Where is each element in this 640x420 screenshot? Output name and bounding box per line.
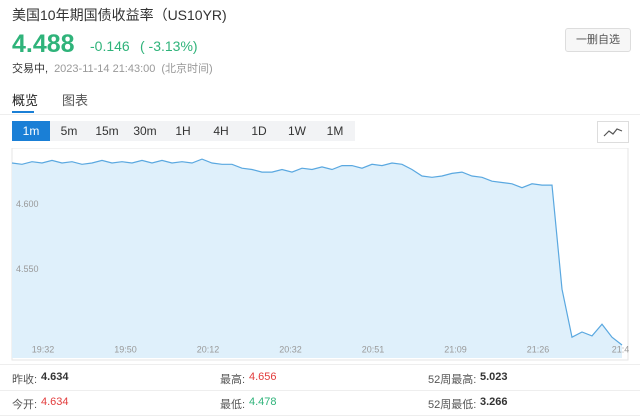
- stat-label: 最低:: [220, 399, 246, 411]
- stat-value: 4.656: [249, 371, 277, 383]
- x-tick-label: 21:09: [444, 344, 467, 354]
- status: 交易中,: [12, 63, 49, 75]
- stat-label: 52周最高:: [428, 374, 477, 386]
- stat-value: 4.634: [41, 371, 69, 383]
- stat-value: 3.266: [480, 396, 508, 408]
- timeframe-button[interactable]: 1W: [278, 121, 316, 141]
- timeframe-button[interactable]: 1m: [12, 121, 50, 141]
- timeframe-button[interactable]: 1M: [316, 121, 354, 141]
- y-tick-label: 4.600: [16, 199, 39, 209]
- stat-label: 昨收:: [12, 374, 38, 386]
- timeframe-button[interactable]: 4H: [202, 121, 240, 141]
- area: [12, 159, 622, 358]
- x-tick-label: 21:4: [612, 344, 630, 354]
- timeframe-button[interactable]: 1H: [164, 121, 202, 141]
- icon: [603, 128, 623, 137]
- chart-type-button[interactable]: [597, 121, 629, 143]
- watchlist-button[interactable]: 一删自选: [565, 28, 631, 52]
- status-line: 交易中, 2023-11-14 21:43:00 (北京时间): [12, 60, 219, 76]
- timeframe-button[interactable]: 15m: [88, 121, 126, 141]
- x-tick-label: 20:32: [279, 344, 302, 354]
- change: -0.146: [90, 38, 130, 54]
- x-tick-label: 19:50: [114, 344, 137, 354]
- timeframe-button[interactable]: 1D: [240, 121, 278, 141]
- title: 美国10年期国债收益率（US10YR): [12, 7, 227, 23]
- stat-value: 5.023: [480, 371, 508, 383]
- x-tick-label: 20:51: [362, 344, 385, 354]
- timezone: (北京时间): [161, 63, 213, 75]
- x-tick-label: 19:32: [32, 344, 55, 354]
- stat-label: 52周最低:: [428, 399, 477, 411]
- chart: 华尔街见闻 4.6004.55019:3219:5020:1220:3220:5…: [11, 148, 630, 361]
- divider: [0, 114, 640, 115]
- stat-value: 4.478: [249, 396, 277, 408]
- stat-value: 4.634: [41, 396, 69, 408]
- divider: [0, 364, 640, 365]
- divider: [0, 415, 640, 416]
- timeframe-button[interactable]: 30m: [126, 121, 164, 141]
- time: 2023-11-14 21:43:00: [54, 63, 156, 75]
- stat-label: 今开:: [12, 399, 38, 411]
- x-tick-label: 20:12: [197, 344, 220, 354]
- timeframe-button[interactable]: 5m: [50, 121, 88, 141]
- x-tick-label: 21:26: [527, 344, 550, 354]
- y-tick-label: 4.550: [16, 264, 39, 274]
- change-pct: ( -3.13%): [140, 38, 198, 54]
- tab[interactable]: 概览: [12, 93, 39, 108]
- tab[interactable]: 图表: [62, 93, 89, 108]
- price: 4.488: [12, 30, 75, 58]
- line: [11, 158, 623, 346]
- divider: [0, 390, 640, 391]
- tab-indicator: [12, 111, 34, 113]
- stat-label: 最高:: [220, 374, 246, 386]
